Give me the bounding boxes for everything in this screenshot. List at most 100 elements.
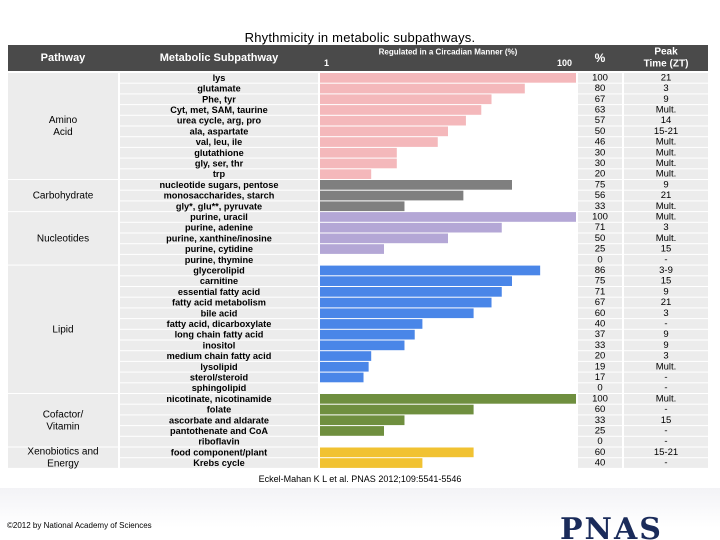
subpathway-cell [120, 94, 318, 105]
subpathway-cell [120, 415, 318, 426]
percent-cell [578, 244, 622, 254]
percent-value: 100 [592, 72, 608, 83]
subpathway-cell [120, 308, 318, 319]
percent-cell [578, 94, 622, 105]
bar [320, 361, 369, 372]
peak-value: 15 [661, 276, 672, 287]
subpathway-cell [120, 222, 318, 233]
subpathway-label: pantothenate and CoA [170, 426, 268, 436]
peak-value: Mult. [656, 201, 677, 212]
percent-cell [578, 222, 622, 233]
percent-value: 46 [595, 137, 606, 148]
percent-value: 37 [595, 329, 606, 340]
pathway-label: Amino [49, 115, 78, 126]
subpathway-label: glutamate [197, 84, 240, 94]
peak-cell [624, 276, 708, 286]
bar [320, 404, 474, 415]
percent-value: 80 [595, 83, 606, 94]
peak-cell [624, 83, 708, 94]
peak-cell [624, 244, 708, 254]
percent-value: 25 [595, 244, 606, 255]
percent-cell [578, 201, 622, 212]
peak-value: Mult. [656, 169, 677, 180]
bar [320, 372, 364, 383]
percent-value: 33 [595, 415, 606, 426]
subpathway-cell [120, 329, 318, 340]
pathway-label: Acid [53, 127, 72, 138]
percent-cell [578, 287, 622, 297]
percent-cell [578, 308, 622, 319]
subpathway-label: Krebs cycle [193, 458, 245, 468]
percent-value: 30 [595, 147, 606, 158]
percent-cell [578, 83, 622, 94]
percent-value: 100 [592, 211, 608, 222]
pathway-label: Energy [47, 459, 79, 470]
percent-value: 67 [595, 94, 606, 105]
peak-cell [624, 394, 708, 404]
bar [320, 169, 372, 179]
bar [320, 115, 466, 126]
bar [320, 73, 576, 83]
header-scale-max: 100 [557, 58, 572, 68]
subpathway-label: medium chain fatty acid [167, 351, 272, 361]
bar [320, 394, 576, 404]
subpathway-label: ala, aspartate [190, 126, 249, 136]
percent-value: 19 [595, 361, 606, 372]
pathway-label: Vitamin [46, 421, 79, 432]
percent-value: 86 [595, 265, 606, 276]
peak-cell [624, 73, 708, 83]
subpathway-label: purine, adenine [185, 223, 253, 233]
bar [320, 458, 423, 468]
bar [320, 287, 502, 297]
percent-cell [578, 147, 622, 158]
peak-cell [624, 115, 708, 126]
peak-value: - [664, 458, 667, 469]
subpathway-label: purine, thymine [185, 255, 253, 265]
subpathway-label: urea cycle, arg, pro [177, 116, 262, 126]
pathway-cell [8, 212, 118, 265]
subpathway-label: val, leu, ile [196, 137, 242, 147]
subpathway-label: carnitine [200, 276, 238, 286]
percent-value: 0 [597, 436, 602, 447]
peak-value: 9 [663, 340, 668, 351]
percent-value: 71 [595, 286, 606, 297]
pnas-logo: PNAS [560, 512, 663, 540]
peak-value: Mult. [656, 211, 677, 222]
subpathway-label: purine, cytidine [185, 244, 253, 254]
peak-value: Mult. [656, 137, 677, 148]
percent-value: 56 [595, 190, 606, 201]
subpathway-cell [120, 265, 318, 276]
bar [320, 276, 512, 286]
peak-cell [624, 447, 708, 458]
subpathway-label: purine, uracil [190, 212, 248, 222]
subpathway-label: fatty acid metabolism [172, 298, 266, 308]
subpathway-label: inositol [203, 340, 236, 350]
bar [320, 105, 482, 115]
peak-cell [624, 372, 708, 383]
subpathway-label: trp [213, 169, 226, 179]
bar [320, 222, 502, 233]
header-background [8, 45, 708, 71]
bar [320, 244, 384, 254]
pathway-label: Carbohydrate [33, 191, 94, 202]
bar [320, 329, 415, 340]
percent-cell [578, 73, 622, 83]
peak-value: 14 [661, 115, 672, 126]
subpathway-label: glycerolipid [193, 265, 245, 275]
percent-cell [578, 126, 622, 137]
bar [320, 351, 372, 361]
bar [320, 447, 474, 458]
pathway-cell [8, 394, 118, 447]
peak-cell [624, 180, 708, 190]
peak-value: - [664, 383, 667, 394]
subpathway-label: gly*, glu**, pyruvate [176, 201, 262, 211]
subpathway-cell [120, 115, 318, 126]
percent-value: 40 [595, 318, 606, 329]
subpathway-cell [120, 158, 318, 169]
percent-value: 20 [595, 351, 606, 362]
header-regulated: Regulated in a Circadian Manner (%) [379, 48, 518, 57]
peak-value: Mult. [656, 147, 677, 158]
bar [320, 233, 448, 244]
percent-cell [578, 447, 622, 458]
peak-cell [624, 287, 708, 297]
